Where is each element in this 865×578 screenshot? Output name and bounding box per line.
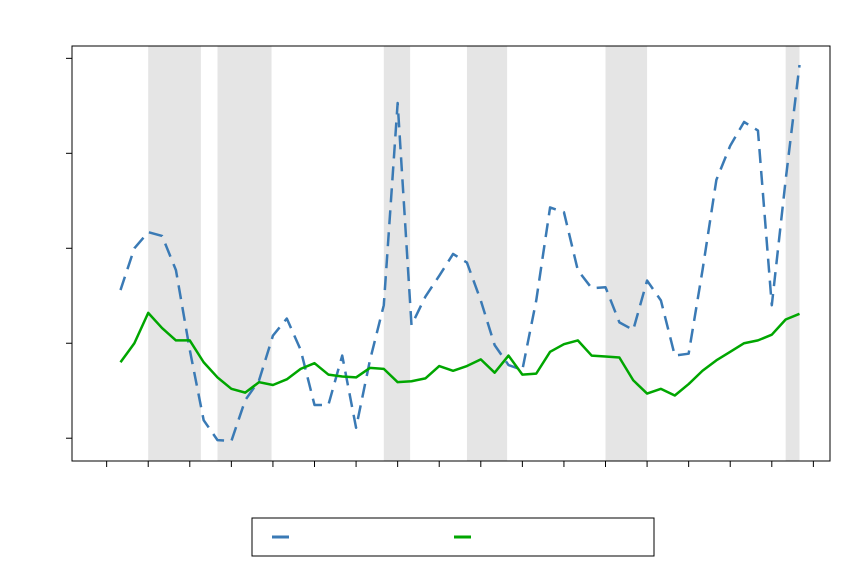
shaded-band <box>217 46 272 461</box>
shaded-regions <box>148 46 800 461</box>
legend <box>251 517 655 557</box>
series-line <box>119 311 800 397</box>
shaded-band <box>383 46 411 461</box>
series-line <box>119 64 801 443</box>
axes <box>66 57 814 467</box>
shaded-band <box>785 46 800 461</box>
shaded-band <box>466 46 508 461</box>
plot-frame <box>71 45 831 462</box>
shaded-band <box>148 46 201 461</box>
shaded-band <box>605 46 648 461</box>
lines <box>119 64 801 443</box>
